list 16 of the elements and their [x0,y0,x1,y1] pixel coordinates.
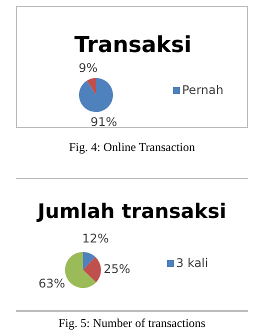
caption: Fig. 5: Number of transactions [58,316,206,331]
data-label: 12% [82,231,109,246]
chart-title: Jumlah transaksi [36,199,228,223]
pie-slice [83,256,101,282]
legend-label: 3 kali [176,256,208,270]
legend-label: Pernah [182,83,224,97]
pie-slice [83,252,96,270]
pie-slice [79,78,113,112]
data-label: 63% [38,276,66,291]
pie-slice [65,252,96,288]
chart-title: Transaksi [73,33,193,58]
data-label: 9% [78,61,98,76]
data-label: 91% [90,114,118,129]
caption: Fig. 4: Online Transaction [68,140,196,155]
data-label: 25% [104,262,130,276]
pie-slice [86,78,96,95]
